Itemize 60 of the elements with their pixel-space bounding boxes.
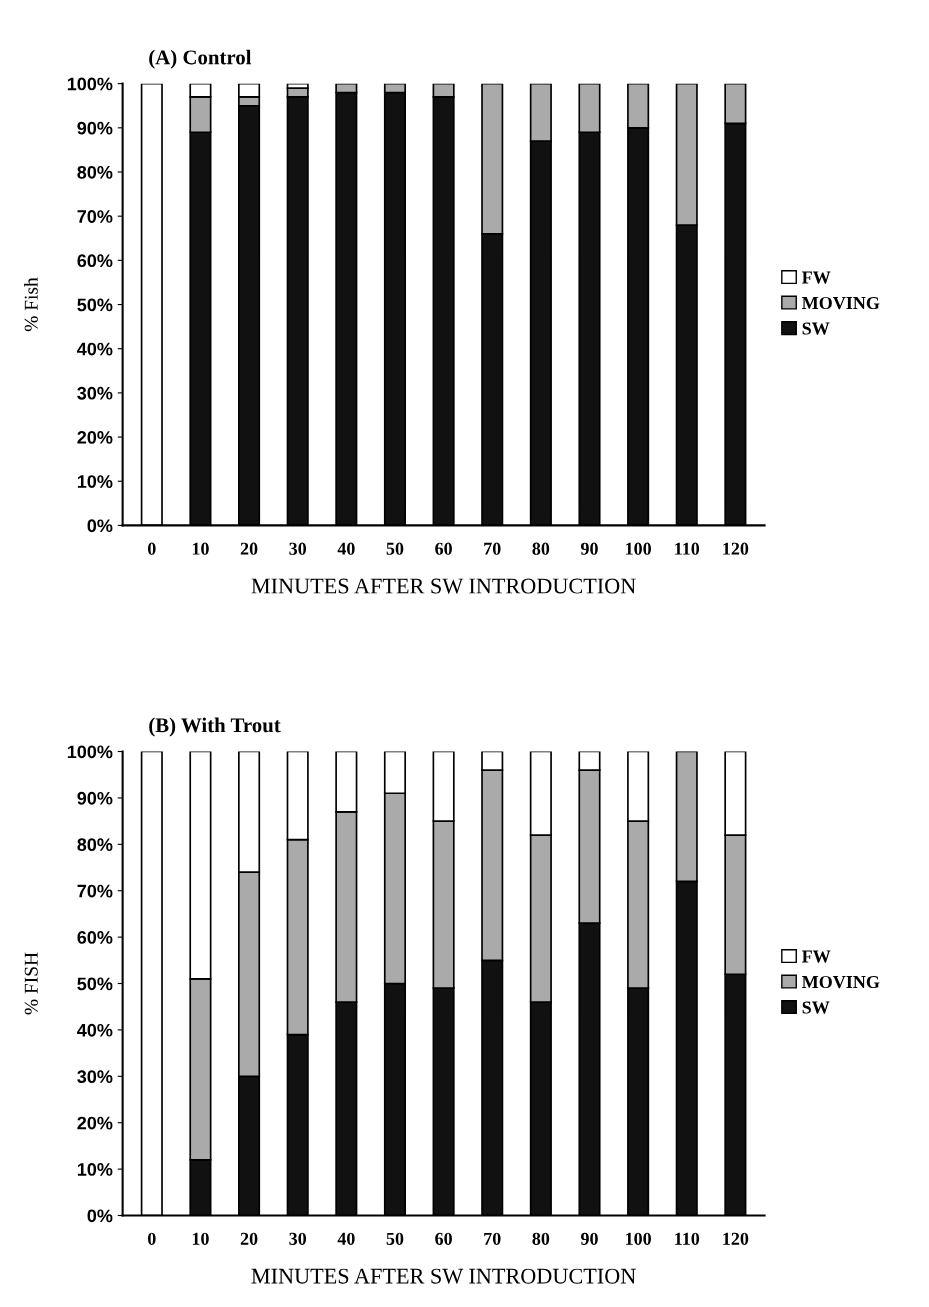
- x-tick-label: 0: [147, 542, 156, 555]
- x-tick-label: 100: [626, 542, 651, 555]
- x-tick-label: 40: [337, 542, 355, 555]
- chart-title: (B) With Trout: [149, 717, 281, 737]
- y-tick-label: 50%: [77, 977, 113, 991]
- y-tick-label: 80%: [77, 165, 113, 179]
- y-tick-label: 90%: [77, 121, 113, 135]
- x-tick-label: 90: [580, 542, 598, 555]
- x-tick-label: 80: [532, 1232, 550, 1245]
- chart-title: (A) Control: [149, 49, 252, 69]
- x-tick-label: 110: [675, 1232, 700, 1245]
- y-tick-label: 100%: [67, 745, 113, 759]
- x-tick-label: 20: [240, 542, 258, 555]
- y-tick-label: 0%: [87, 1209, 113, 1223]
- x-tick-label: 50: [386, 542, 404, 555]
- x-tick-label: 80: [532, 542, 550, 555]
- legend-label: SW: [802, 1001, 830, 1014]
- legend-label: MOVING: [801, 296, 880, 310]
- y-tick-label: 60%: [77, 931, 113, 944]
- x-tick-label: 40: [337, 1232, 355, 1245]
- y-tick-label: 100%: [67, 77, 113, 91]
- y-tick-label: 10%: [77, 475, 113, 488]
- x-tick-label: 70: [484, 542, 501, 555]
- x-tick-label: 60: [435, 542, 452, 555]
- y-tick-label: 40%: [77, 342, 113, 356]
- y-tick-label: 60%: [77, 254, 113, 268]
- x-tick-label: 90: [580, 1232, 598, 1245]
- x-tick-label: 110: [675, 542, 700, 555]
- y-tick-label: 70%: [77, 210, 113, 223]
- y-tick-label: 50%: [77, 298, 113, 312]
- x-tick-label: 20: [240, 1232, 258, 1245]
- y-tick-label: 0%: [87, 519, 113, 533]
- x-tick-label: 30: [289, 1232, 307, 1245]
- legend-label: FW: [801, 271, 831, 284]
- x-tick-label: 70: [484, 1232, 501, 1245]
- y-tick-label: 30%: [77, 386, 113, 400]
- y-tick-label: 20%: [77, 1116, 113, 1130]
- x-tick-label: 30: [289, 542, 307, 555]
- x-tick-label: 120: [723, 1232, 749, 1245]
- y-tick-label: 70%: [77, 884, 113, 898]
- y-tick-label: 20%: [77, 431, 113, 444]
- x-axis-title: MINUTES AFTER SW INTRODUCTION: [251, 578, 636, 594]
- x-tick-label: 100: [626, 1232, 651, 1245]
- x-tick-label: 60: [435, 1232, 452, 1245]
- legend-label: SW: [802, 322, 830, 335]
- y-axis-title: % Fish: [24, 277, 38, 332]
- x-tick-label: 0: [147, 1232, 156, 1245]
- y-tick-label: 90%: [77, 791, 113, 805]
- y-tick-label: 30%: [77, 1070, 113, 1084]
- y-tick-label: 80%: [77, 838, 113, 852]
- y-tick-label: 40%: [77, 1023, 113, 1037]
- y-axis-title: % FISH: [24, 952, 38, 1015]
- x-tick-label: 10: [192, 542, 209, 555]
- x-tick-label: 50: [386, 1232, 404, 1245]
- legend-label: FW: [801, 950, 831, 963]
- y-tick-label: 10%: [77, 1163, 113, 1176]
- legend-label: MOVING: [801, 975, 880, 989]
- x-tick-label: 120: [723, 542, 749, 555]
- x-tick-label: 10: [192, 1232, 209, 1245]
- x-axis-title: MINUTES AFTER SW INTRODUCTION: [251, 1268, 636, 1284]
